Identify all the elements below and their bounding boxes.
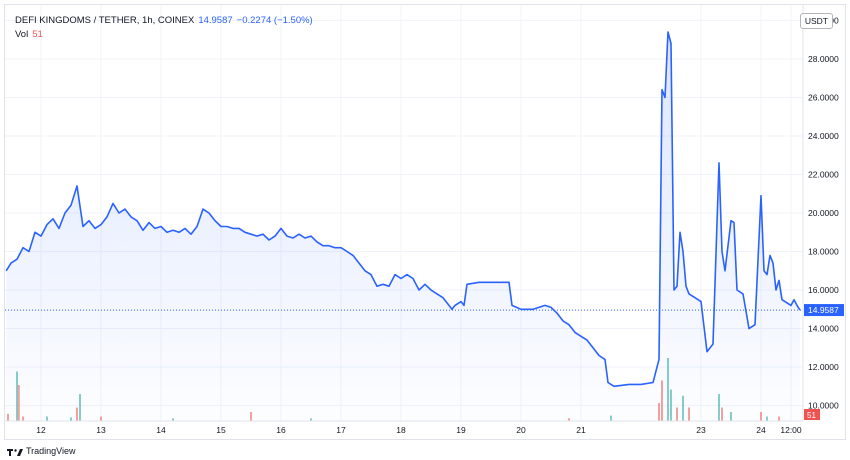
x-tick-label: 12:00 [780,425,802,435]
x-tick-label: 21 [576,425,586,435]
x-tick-label: 23 [696,425,706,435]
y-tick-label: 20.0000 [808,208,839,218]
x-tick-label: 15 [216,425,226,435]
x-tick-label: 19 [456,425,466,435]
volume-legend: Vol 51 [15,29,43,40]
x-tick-label: 18 [396,425,406,435]
price-line [5,31,801,388]
y-tick-label: 10.0000 [808,401,839,411]
price-change: −0.2274 (−1.50%) [236,15,313,26]
x-tick-label: 20 [516,425,526,435]
symbol-title[interactable]: DEFI KINGDOMS / TETHER, 1h, COINEX [15,15,195,26]
y-tick-label: 28.0000 [808,54,839,64]
price-label-box [804,304,844,317]
x-tick-label: 16 [276,425,286,435]
last-price: 14.9587 [198,15,233,26]
currency-badge[interactable]: USDT [799,13,833,29]
y-tick-label: 14.0000 [808,324,839,334]
volume-value: 51 [32,29,43,40]
chart-legend: DEFI KINGDOMS / TETHER, 1h, COINEX 14.958… [15,15,313,26]
y-tick-label: 16.0000 [808,285,839,295]
x-tick-label: 13 [96,425,106,435]
x-tick-label: 14 [156,425,166,435]
volume-label-box [804,409,820,420]
y-tick-label: 26.0000 [808,92,839,102]
price-label: 14.9587 [808,305,839,315]
chart-frame: 10.0000 12.0000 14.0000 16.0000 18.0000 20.00… [4,4,846,440]
y-tick-label: 24.0000 [808,131,839,141]
y-tick-label: 12.0000 [808,362,839,372]
price-chart[interactable]: 10.0000 12.0000 14.0000 16.0000 18.0000 20.00… [5,5,845,439]
y-tick-label: 18.0000 [808,247,839,257]
x-tick-label: 17 [336,425,346,435]
tradingview-logo-icon[interactable] [6,447,26,457]
volume-label: Vol [15,29,29,40]
price-area [6,32,800,421]
y-tick-label: 22.0000 [808,169,839,179]
footer: TradingView [4,445,204,460]
tradingview-brand[interactable]: TradingView [26,446,76,456]
volume-axis-label: 51 [807,411,816,420]
x-tick-label: 12 [36,425,46,435]
x-tick-label: 24 [756,425,766,435]
